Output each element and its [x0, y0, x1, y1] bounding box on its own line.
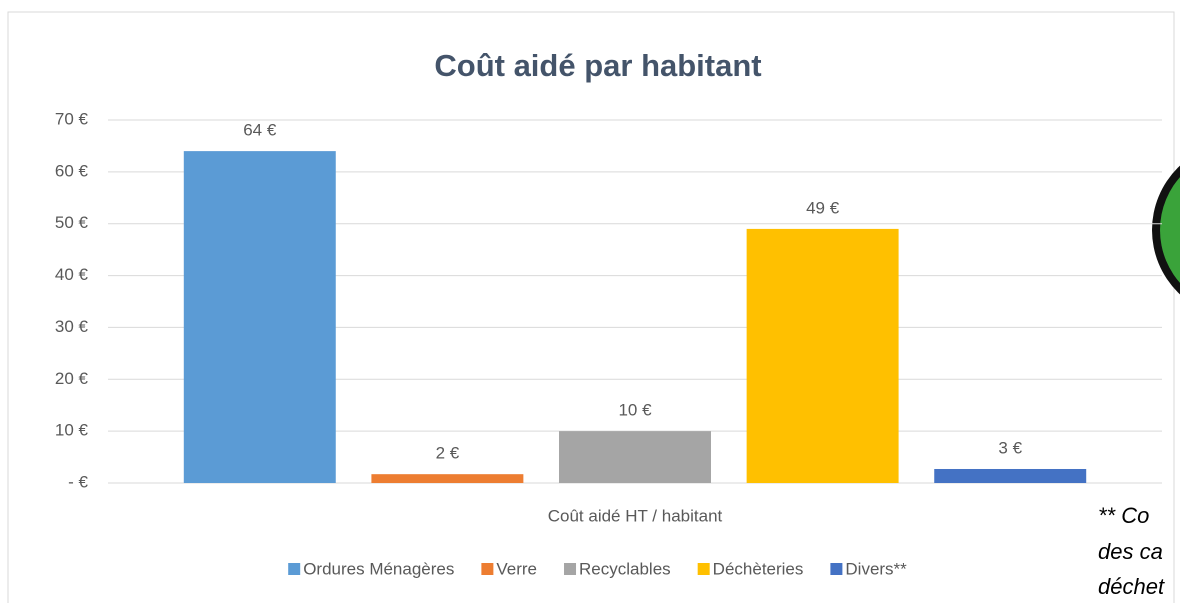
side-note: déchet: [1098, 574, 1165, 599]
y-tick-label: 20 €: [55, 369, 89, 388]
y-tick-label: 30 €: [55, 317, 89, 336]
data-label: 3 €: [998, 438, 1022, 457]
legend-swatch: [830, 563, 843, 575]
y-tick-label: - €: [68, 472, 88, 491]
legend-label: Recyclables: [579, 559, 671, 578]
side-note: ** Co: [1098, 503, 1149, 528]
chart-title: Coût aidé par habitant: [434, 48, 761, 83]
side-note: des ca: [1098, 539, 1163, 564]
y-tick-label: 50 €: [55, 213, 89, 232]
data-label: 10 €: [618, 401, 652, 420]
legend-label: Verre: [496, 559, 537, 578]
bar: [746, 228, 899, 483]
legend-label: Divers**: [845, 559, 907, 578]
y-tick-label: 60 €: [55, 161, 89, 180]
data-label: 49 €: [806, 198, 840, 217]
legend-swatch: [288, 563, 301, 575]
legend-swatch: [697, 563, 710, 575]
data-label: 64 €: [243, 121, 277, 140]
bar: [183, 151, 336, 483]
data-label: 2 €: [436, 444, 460, 463]
legend-label: Déchèteries: [713, 559, 804, 578]
bar: [371, 474, 524, 483]
x-tick-label: Coût aidé HT / habitant: [548, 506, 723, 525]
badge-inner: [1160, 177, 1180, 283]
legend-label: Ordures Ménagères: [303, 559, 454, 578]
y-tick-label: 70 €: [55, 109, 89, 128]
legend-swatch: [481, 563, 494, 575]
y-tick-label: 10 €: [55, 421, 89, 440]
y-tick-label: 40 €: [55, 265, 89, 284]
legend-swatch: [564, 563, 577, 575]
bar: [559, 431, 711, 483]
bar: [934, 468, 1087, 483]
